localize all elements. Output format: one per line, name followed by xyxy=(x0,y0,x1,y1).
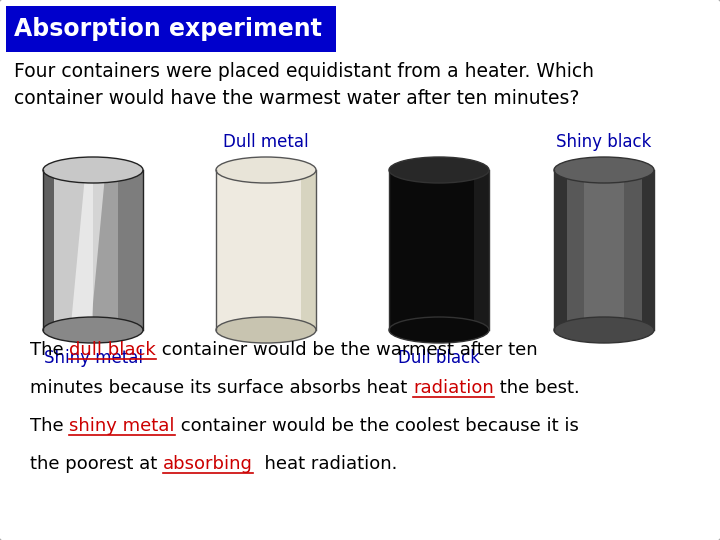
Text: The: The xyxy=(30,417,69,435)
Ellipse shape xyxy=(554,157,654,183)
Text: radiation: radiation xyxy=(413,379,494,397)
Text: the poorest at: the poorest at xyxy=(30,455,163,473)
Polygon shape xyxy=(642,170,654,330)
Polygon shape xyxy=(389,170,489,330)
Polygon shape xyxy=(584,170,624,330)
Text: minutes because its surface absorbs heat: minutes because its surface absorbs heat xyxy=(30,379,413,397)
Text: The: The xyxy=(30,341,69,359)
Polygon shape xyxy=(554,170,654,330)
Text: container would be the coolest because it is: container would be the coolest because i… xyxy=(175,417,579,435)
Ellipse shape xyxy=(389,317,489,343)
Text: absorbing: absorbing xyxy=(163,455,253,473)
Polygon shape xyxy=(474,170,489,330)
Polygon shape xyxy=(554,170,567,330)
Ellipse shape xyxy=(43,317,143,343)
Text: shiny metal: shiny metal xyxy=(69,417,175,435)
Polygon shape xyxy=(118,170,143,330)
Ellipse shape xyxy=(554,317,654,343)
Polygon shape xyxy=(43,170,143,330)
Ellipse shape xyxy=(216,157,316,183)
Polygon shape xyxy=(43,170,54,330)
Ellipse shape xyxy=(216,317,316,343)
Ellipse shape xyxy=(43,157,143,183)
Text: Shiny metal: Shiny metal xyxy=(43,349,143,367)
FancyBboxPatch shape xyxy=(6,6,336,52)
Text: Dull metal: Dull metal xyxy=(223,133,309,151)
Text: Four containers were placed equidistant from a heater. Which
container would hav: Four containers were placed equidistant … xyxy=(14,62,594,107)
Text: dull black: dull black xyxy=(69,341,156,359)
Polygon shape xyxy=(216,170,316,330)
Polygon shape xyxy=(71,170,106,330)
Text: Dull black: Dull black xyxy=(398,349,480,367)
Text: heat radiation.: heat radiation. xyxy=(253,455,397,473)
Text: container would be the warmest after ten: container would be the warmest after ten xyxy=(156,341,538,359)
Text: Shiny black: Shiny black xyxy=(557,133,652,151)
Polygon shape xyxy=(54,170,93,330)
Polygon shape xyxy=(301,170,316,330)
Text: Absorption experiment: Absorption experiment xyxy=(14,17,322,41)
Text: the best.: the best. xyxy=(494,379,580,397)
Ellipse shape xyxy=(389,157,489,183)
